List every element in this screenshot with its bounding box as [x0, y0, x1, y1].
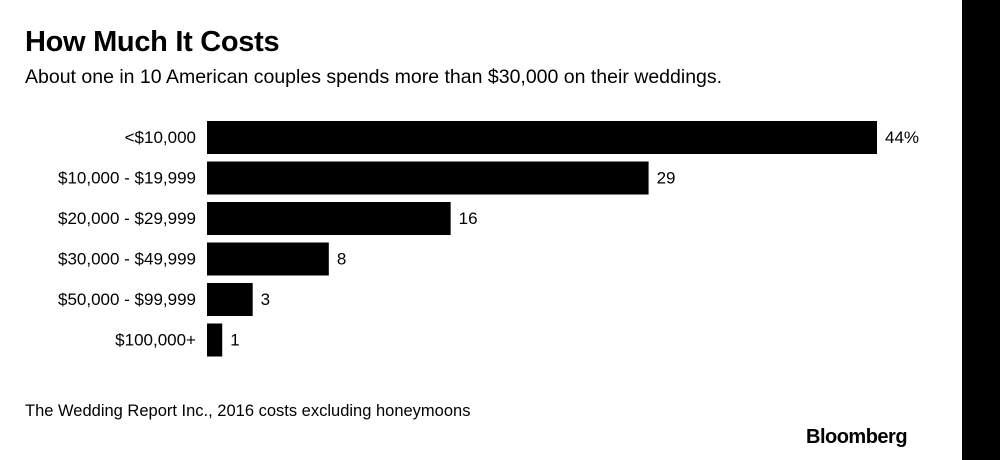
category-label: $50,000 - $99,999 [58, 290, 196, 309]
chart-subtitle: About one in 10 American couples spends … [25, 66, 723, 88]
source-note: The Wedding Report Inc., 2016 costs excl… [25, 402, 471, 420]
bar [207, 161, 649, 195]
value-label: 8 [337, 250, 346, 269]
value-label: 3 [261, 290, 270, 309]
chart-title: How Much It Costs [25, 26, 280, 58]
category-label: <$10,000 [125, 128, 196, 147]
value-label: 29 [657, 169, 676, 188]
value-label: 1 [230, 331, 239, 350]
right-edge-bar [962, 0, 1000, 460]
bar [207, 242, 329, 276]
value-label: 44% [885, 128, 919, 147]
bar [207, 121, 877, 154]
category-label: $30,000 - $49,999 [58, 250, 196, 269]
category-label: $20,000 - $29,999 [58, 209, 196, 228]
bar [207, 323, 223, 357]
bar [207, 283, 253, 316]
bar [207, 202, 451, 235]
category-label: $100,000+ [115, 331, 196, 350]
value-label: 16 [459, 209, 478, 228]
category-label: $10,000 - $19,999 [58, 169, 196, 188]
bloomberg-logo: Bloomberg [806, 426, 908, 448]
